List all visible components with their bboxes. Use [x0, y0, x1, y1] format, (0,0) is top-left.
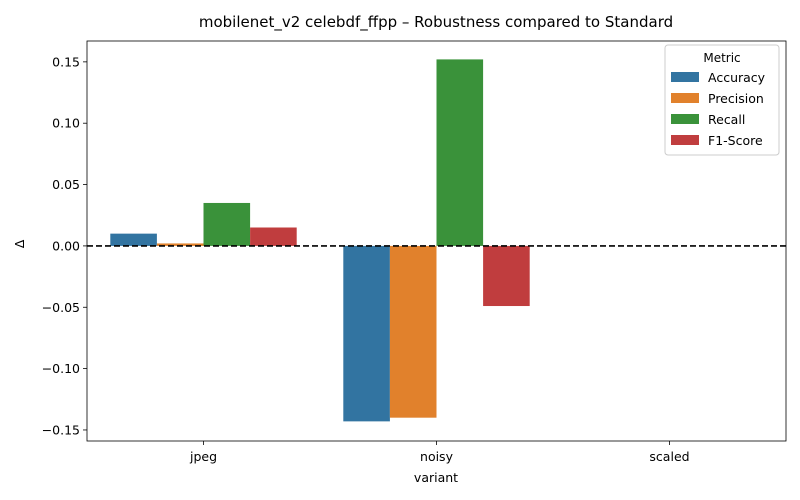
bar-f1-score-jpeg	[250, 227, 297, 246]
legend-swatch-accuracy	[671, 72, 699, 82]
bars-group	[110, 59, 530, 422]
bar-precision-jpeg	[156, 243, 204, 246]
legend-label-f1-score: F1-Score	[708, 133, 763, 148]
x-tick-label-scaled: scaled	[649, 449, 689, 464]
x-tick-label-noisy: noisy	[420, 449, 454, 464]
legend: Metric Accuracy Precision Recall F1-Score	[664, 44, 780, 156]
bar-accuracy-jpeg	[110, 233, 157, 246]
legend-label-recall: Recall	[708, 112, 745, 127]
y-axis-ticks: −0.15 −0.10 −0.05 0.00 0.05 0.10 0.15	[42, 54, 87, 437]
y-axis-label: Δ	[12, 239, 27, 248]
legend-title: Metric	[703, 51, 740, 65]
y-tick-label: −0.15	[42, 422, 80, 437]
bar-accuracy-noisy	[343, 245, 390, 422]
y-tick-label: 0.15	[52, 54, 80, 69]
y-tick-label: −0.05	[42, 300, 80, 315]
y-tick-label: 0.10	[52, 116, 80, 131]
legend-swatch-f1-score	[671, 135, 699, 145]
legend-swatch-precision	[671, 93, 699, 103]
chart-title: mobilenet_v2 celebdf_ffpp – Robustness c…	[199, 13, 673, 32]
x-tick-label-jpeg: jpeg	[189, 449, 217, 464]
bar-precision-noisy	[389, 245, 437, 418]
bar-recall-noisy	[436, 59, 484, 246]
plot-area: −0.15 −0.10 −0.05 0.00 0.05 0.10 0.15 jpeg nois…	[42, 40, 787, 464]
y-tick-label: 0.05	[52, 177, 80, 192]
y-tick-label: 0.00	[52, 238, 80, 253]
legend-swatch-recall	[671, 114, 699, 124]
legend-label-accuracy: Accuracy	[708, 70, 766, 85]
bar-recall-jpeg	[203, 202, 251, 246]
x-axis-label: variant	[414, 470, 458, 485]
bar-f1-score-noisy	[483, 245, 530, 307]
legend-label-precision: Precision	[708, 91, 764, 106]
x-axis-ticks: jpeg noisy scaled	[189, 441, 690, 464]
y-tick-label: −0.10	[42, 361, 80, 376]
